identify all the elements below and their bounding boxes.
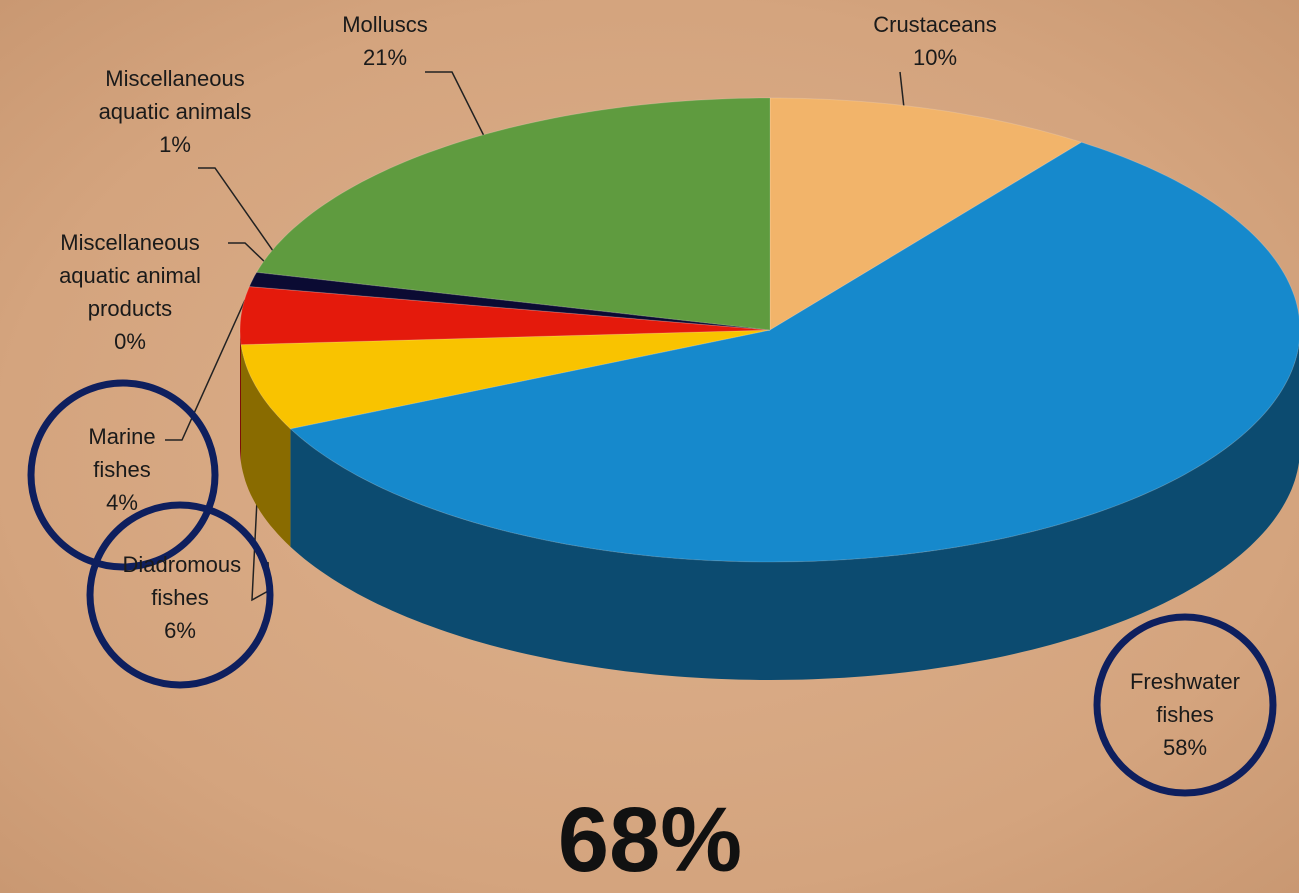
leader-line (425, 71, 486, 139)
category-name: Miscellaneous aquatic animals (98, 66, 252, 124)
category-name: Molluscs (342, 12, 428, 37)
slice (769, 97, 1083, 331)
value-label: 1% (159, 132, 191, 157)
value-label: 4% (106, 490, 138, 515)
slice (240, 329, 771, 430)
category-name: Miscellaneous aquatic animal products (59, 230, 201, 321)
slice-label: Miscellaneous aquatic animals 1% (68, 62, 283, 161)
highlight-circle (1093, 613, 1277, 797)
slice-side (240, 330, 241, 463)
value-label: 0% (114, 329, 146, 354)
leader-line (899, 71, 905, 109)
slice-label: Molluscs 21% (310, 8, 460, 74)
value-label: 21% (362, 45, 408, 70)
slice (289, 141, 1299, 563)
category-name: Marine fishes (88, 424, 156, 482)
slice-side (241, 344, 291, 547)
value-label: 6% (164, 618, 196, 643)
leader-line (198, 167, 279, 259)
slice-label: Diadromous fishes 6% (122, 548, 242, 647)
annotation: 68% (557, 789, 743, 891)
category-name: Freshwater fishes (1129, 669, 1241, 727)
slice-label: Freshwater fishes 58% (1125, 665, 1245, 764)
highlight-circle (86, 501, 274, 689)
leader-line (165, 299, 246, 441)
leader-line (228, 242, 269, 266)
slice (255, 97, 771, 331)
category-name: Crustaceans (873, 12, 997, 37)
slice-side (290, 344, 1299, 680)
slice-label: Miscellaneous aquatic animal products 0% (30, 226, 230, 358)
highlight-circle (27, 379, 219, 571)
slice-label: Crustaceans 10% (835, 8, 1035, 74)
slice-label: Marine fishes 4% (77, 420, 167, 519)
slice (239, 285, 771, 346)
highlight-circles (27, 379, 1277, 797)
category-name: Diadromous fishes (122, 552, 242, 610)
pie (239, 97, 1299, 680)
value-label: 58% (1162, 735, 1208, 760)
value-label: 10% (912, 45, 958, 70)
